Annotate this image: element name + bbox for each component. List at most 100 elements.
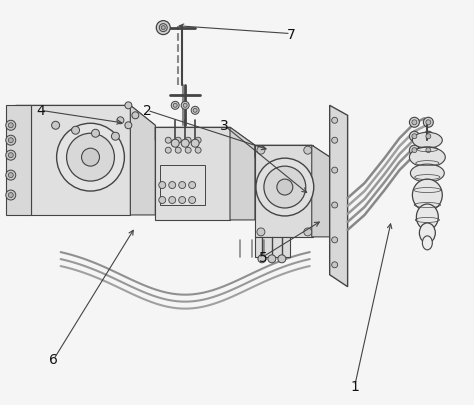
Circle shape <box>426 120 431 126</box>
Circle shape <box>332 202 337 209</box>
Circle shape <box>175 148 181 154</box>
Circle shape <box>159 197 166 204</box>
Circle shape <box>159 25 167 32</box>
Circle shape <box>91 130 100 138</box>
Circle shape <box>169 197 176 204</box>
Circle shape <box>171 140 179 148</box>
Ellipse shape <box>82 149 100 167</box>
Circle shape <box>132 113 139 119</box>
Ellipse shape <box>66 134 114 181</box>
Text: 7: 7 <box>286 28 295 41</box>
Circle shape <box>185 148 191 154</box>
Polygon shape <box>31 106 155 141</box>
Ellipse shape <box>410 148 445 168</box>
Bar <box>255 237 290 257</box>
Circle shape <box>423 132 433 142</box>
Circle shape <box>189 197 196 204</box>
Polygon shape <box>16 106 31 185</box>
Circle shape <box>332 237 337 243</box>
Circle shape <box>268 255 276 263</box>
Circle shape <box>165 148 171 154</box>
Circle shape <box>8 153 13 158</box>
Circle shape <box>191 107 199 115</box>
Circle shape <box>332 262 337 268</box>
Ellipse shape <box>264 167 306 209</box>
Circle shape <box>304 228 312 236</box>
Circle shape <box>426 134 431 139</box>
Bar <box>255 146 313 237</box>
Circle shape <box>161 27 165 30</box>
Circle shape <box>125 122 132 130</box>
Circle shape <box>6 171 16 181</box>
Circle shape <box>412 120 417 126</box>
Polygon shape <box>155 128 255 158</box>
Circle shape <box>8 173 13 178</box>
Ellipse shape <box>419 224 435 243</box>
Circle shape <box>173 104 177 108</box>
Bar <box>155 128 230 220</box>
Polygon shape <box>330 106 347 287</box>
Circle shape <box>277 180 293 196</box>
Circle shape <box>410 132 419 142</box>
Circle shape <box>258 255 266 263</box>
Text: 3: 3 <box>219 119 228 133</box>
Text: 1: 1 <box>350 379 359 393</box>
Circle shape <box>117 117 124 124</box>
Circle shape <box>179 182 186 189</box>
Circle shape <box>195 148 201 154</box>
Circle shape <box>171 102 179 110</box>
Circle shape <box>332 168 337 174</box>
Circle shape <box>165 138 171 144</box>
Circle shape <box>332 138 337 144</box>
Circle shape <box>423 118 433 128</box>
Circle shape <box>125 102 132 109</box>
Circle shape <box>175 138 181 144</box>
Circle shape <box>304 147 312 155</box>
Circle shape <box>189 182 196 189</box>
Circle shape <box>8 124 13 128</box>
Circle shape <box>257 147 265 155</box>
Circle shape <box>159 182 166 189</box>
Polygon shape <box>230 128 255 220</box>
Circle shape <box>257 228 265 236</box>
Circle shape <box>6 191 16 200</box>
Circle shape <box>332 118 337 124</box>
Circle shape <box>169 182 176 189</box>
Bar <box>6 106 31 215</box>
Circle shape <box>195 138 201 144</box>
Bar <box>160 166 205 205</box>
Ellipse shape <box>410 165 444 183</box>
Circle shape <box>72 127 80 135</box>
Circle shape <box>6 136 16 146</box>
Ellipse shape <box>56 124 124 192</box>
Ellipse shape <box>416 205 438 230</box>
Ellipse shape <box>256 159 314 216</box>
Circle shape <box>181 140 189 148</box>
Ellipse shape <box>422 236 432 250</box>
Ellipse shape <box>412 133 442 149</box>
Circle shape <box>6 151 16 161</box>
Circle shape <box>8 139 13 143</box>
Circle shape <box>412 148 417 153</box>
Circle shape <box>426 148 431 153</box>
Circle shape <box>423 146 433 156</box>
Text: 5: 5 <box>258 250 267 264</box>
Circle shape <box>410 118 419 128</box>
Polygon shape <box>31 106 130 215</box>
Text: 4: 4 <box>36 104 45 118</box>
Circle shape <box>185 138 191 144</box>
Circle shape <box>193 109 197 113</box>
Circle shape <box>181 102 189 110</box>
Circle shape <box>191 140 199 148</box>
Circle shape <box>278 255 286 263</box>
Circle shape <box>412 134 417 139</box>
Circle shape <box>52 122 60 130</box>
Polygon shape <box>255 146 335 174</box>
Circle shape <box>179 197 186 204</box>
Polygon shape <box>312 146 335 237</box>
Circle shape <box>111 133 119 141</box>
Circle shape <box>410 146 419 156</box>
Circle shape <box>8 193 13 198</box>
Text: 2: 2 <box>143 104 152 118</box>
Text: 6: 6 <box>49 353 58 367</box>
